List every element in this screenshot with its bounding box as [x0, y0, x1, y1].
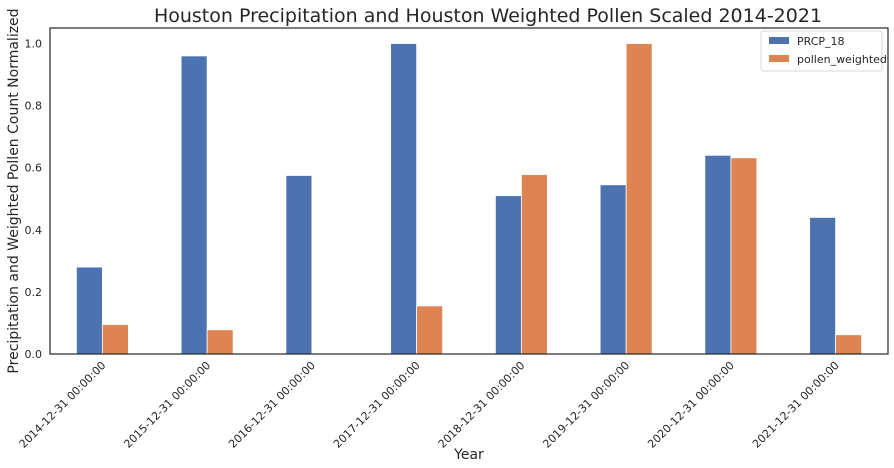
bar-prcp-18-7 — [809, 216, 837, 355]
x-tick-label-3: 2017-12-31 00:00:00 — [331, 359, 423, 451]
bar-pollen-weighted-3 — [416, 305, 444, 355]
bar-pollen-weighted-6 — [730, 157, 758, 355]
x-tick-label-6: 2020-12-31 00:00:00 — [645, 359, 737, 451]
x-ticks-group: 2014-12-31 00:00:00 2015-12-31 00:00:00 20… — [17, 359, 842, 451]
y-tick-label-3: 0.6 — [25, 162, 43, 175]
x-tick-label-5: 2019-12-31 00:00:00 — [540, 359, 632, 451]
bar-pollen-weighted-5 — [625, 43, 653, 355]
bar-prcp-18-3 — [390, 43, 418, 355]
legend-swatch-prcp-18 — [769, 37, 789, 44]
bar-prcp-18-1 — [180, 55, 208, 355]
x-tick-label-2: 2016-12-31 00:00:00 — [226, 359, 318, 451]
bar-prcp-18-2 — [285, 175, 313, 355]
bar-prcp-18-4 — [494, 195, 522, 355]
bar-prcp-18-0 — [75, 266, 103, 355]
bars-group — [75, 43, 863, 355]
y-tick-label-1: 0.2 — [25, 286, 43, 299]
y-tick-label-0: 0.0 — [25, 348, 43, 361]
y-axis-label: Precipitation and Weighted Pollen Count … — [6, 8, 22, 373]
x-tick-label-7: 2021-12-31 00:00:00 — [750, 359, 842, 451]
legend: PRCP_18 pollen_weighted — [760, 30, 887, 72]
y-ticks-group: 0.0 0.2 0.4 0.6 0.8 1.0 — [25, 38, 43, 361]
y-tick-label-2: 0.4 — [25, 224, 43, 237]
bar-prcp-18-6 — [704, 154, 732, 355]
legend-frame — [760, 30, 883, 72]
bar-prcp-18-5 — [599, 184, 627, 355]
bar-pollen-weighted-0 — [101, 324, 129, 355]
bar-pollen-weighted-1 — [206, 329, 234, 355]
x-axis-label: Year — [453, 447, 484, 463]
legend-label-pollen-weighted: pollen_weighted — [797, 53, 887, 66]
x-tick-label-4: 2018-12-31 00:00:00 — [436, 359, 528, 451]
x-tick-label-0: 2014-12-31 00:00:00 — [17, 359, 109, 451]
x-tick-label-1: 2015-12-31 00:00:00 — [121, 359, 213, 451]
y-tick-label-4: 0.8 — [25, 100, 43, 113]
chart-title: Houston Precipitation and Houston Weight… — [154, 5, 822, 27]
y-tick-label-5: 1.0 — [25, 38, 43, 51]
legend-swatch-pollen-weighted — [769, 55, 789, 62]
bar-pollen-weighted-7 — [835, 334, 863, 355]
legend-label-prcp-18: PRCP_18 — [797, 35, 845, 48]
bar-pollen-weighted-4 — [520, 174, 548, 355]
plot-frame — [49, 27, 889, 355]
